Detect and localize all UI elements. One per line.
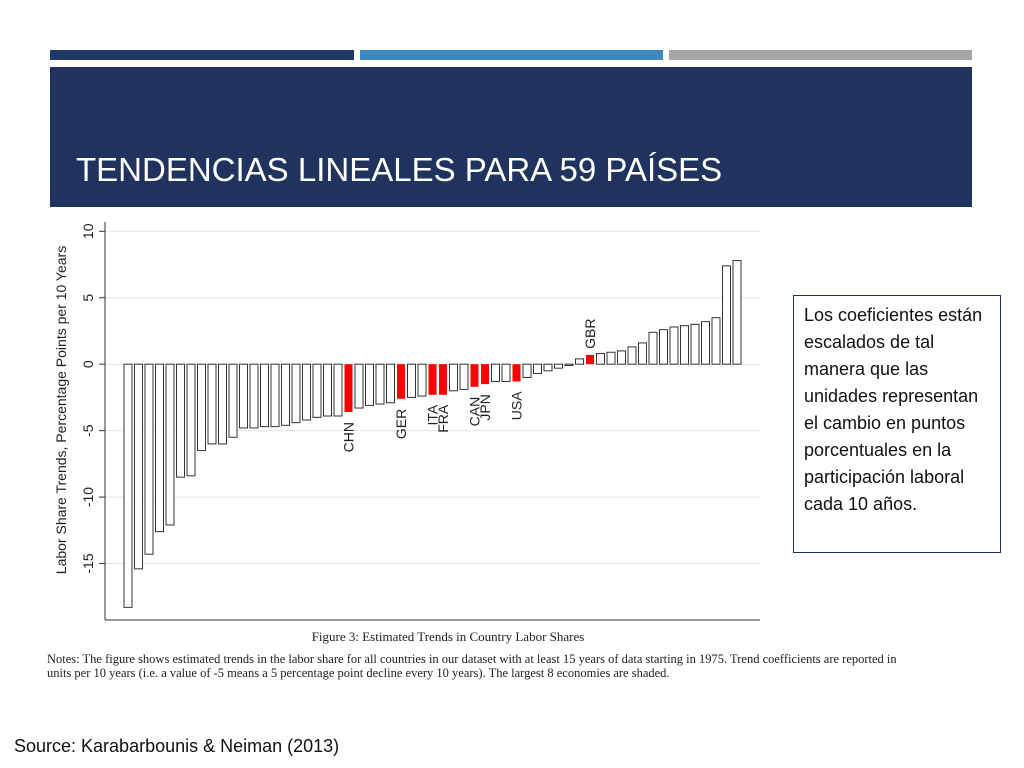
- bar: [323, 363, 332, 417]
- bar: [176, 363, 185, 478]
- bar: [680, 325, 689, 365]
- bar: [481, 364, 489, 385]
- slide-title: TENDENCIAS LINEALES PARA 59 PAÍSES: [76, 151, 723, 188]
- bar: [144, 363, 154, 555]
- y-tick-label: -5: [80, 424, 96, 437]
- bar-label: JPN: [477, 394, 493, 420]
- bar: [439, 364, 447, 395]
- bar-label: USA: [509, 391, 525, 420]
- bar: [648, 331, 658, 365]
- bar: [239, 363, 248, 429]
- bar: [449, 363, 458, 392]
- bar: [701, 321, 710, 365]
- bar: [638, 342, 647, 365]
- bar: [291, 363, 301, 424]
- bar: [270, 363, 280, 428]
- bar: [669, 326, 679, 365]
- bar: [533, 363, 542, 374]
- bar: [333, 363, 343, 417]
- bar: [197, 363, 206, 452]
- bar: [397, 364, 405, 399]
- y-axis-label: Labor Share Trends, Percentage Points pe…: [53, 246, 69, 574]
- figure-notes: Notes: The figure shows estimated trends…: [47, 652, 897, 680]
- bar: [690, 323, 700, 365]
- bar: [564, 363, 574, 367]
- y-tick-label: -15: [80, 553, 96, 573]
- bar: [218, 363, 227, 445]
- bar: [249, 363, 259, 429]
- bar: [554, 363, 563, 369]
- bar: [617, 350, 626, 365]
- bar: [575, 358, 584, 365]
- bar: [470, 364, 479, 387]
- bar-label: ITA: [425, 404, 441, 425]
- y-tick-label: 10: [80, 223, 96, 239]
- bar: [312, 363, 322, 418]
- bar: [186, 363, 196, 477]
- bar: [586, 354, 594, 365]
- bar: [281, 363, 290, 426]
- bar: [627, 346, 637, 365]
- bar: [123, 363, 133, 608]
- bar: [459, 363, 469, 390]
- accent-strip: [669, 50, 972, 60]
- bar: [417, 363, 427, 397]
- bar: [711, 317, 721, 365]
- bar-label: CAN: [467, 397, 483, 427]
- bar: [354, 363, 364, 409]
- bar: [732, 260, 742, 365]
- bar: [228, 363, 238, 438]
- bar-label: FRA: [435, 404, 451, 433]
- bar: [596, 353, 605, 365]
- bar: [428, 364, 437, 395]
- bar: [260, 363, 269, 428]
- note-box: Los coeficientes están escalados de tal …: [793, 295, 1001, 553]
- bar: [722, 265, 731, 365]
- bar-label: CHN: [341, 422, 357, 452]
- bar: [165, 363, 175, 526]
- bar: [344, 364, 353, 413]
- bar-label: GBR: [582, 319, 598, 349]
- bar: [386, 363, 395, 404]
- bar: [501, 363, 511, 382]
- bar: [543, 363, 553, 372]
- figure-caption: Figure 3: Estimated Trends in Country La…: [312, 629, 585, 644]
- y-tick-label: 0: [80, 360, 96, 368]
- bar: [302, 363, 311, 421]
- bar: [606, 351, 616, 365]
- bar: [407, 363, 416, 398]
- bar: [365, 363, 374, 406]
- source: Source: Karabarbounis & Neiman (2013): [14, 736, 340, 756]
- bar: [522, 363, 532, 378]
- bar: [512, 364, 521, 382]
- accent-strip: [50, 50, 354, 60]
- bar: [134, 363, 143, 570]
- accent-strip: [360, 50, 663, 60]
- bar: [375, 363, 385, 405]
- y-tick-label: -10: [80, 487, 96, 507]
- bar: [491, 363, 500, 382]
- bar: [659, 329, 668, 365]
- bar: [155, 363, 164, 533]
- bar: [207, 363, 217, 445]
- bar-label: GER: [393, 409, 409, 439]
- header: TENDENCIAS LINEALES PARA 59 PAÍSES: [50, 67, 972, 207]
- y-tick-label: 5: [80, 294, 96, 302]
